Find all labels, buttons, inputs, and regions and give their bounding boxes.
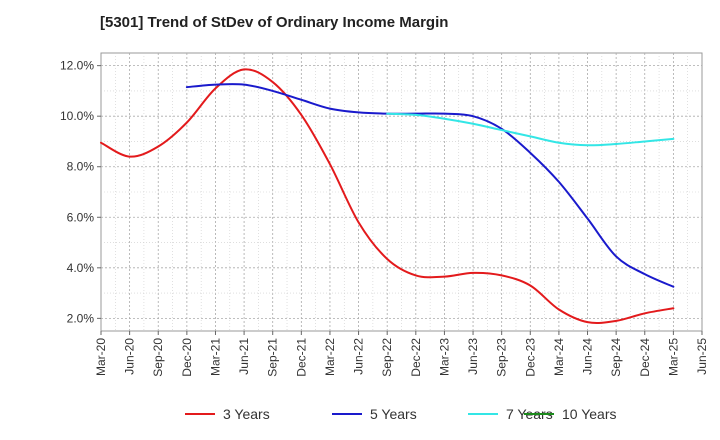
axes: 2.0% 4.0% 6.0% 8.0% 10.0% 12.0% Mar-20 Jun-20 Se… (60, 59, 709, 377)
legend: 3 Years 5 Years 7 Years 10 Years (185, 406, 617, 422)
legend-label-10-years: 10 Years (562, 406, 617, 422)
x-tick-label: Dec-20 (180, 338, 194, 377)
x-tick-label: Mar-20 (94, 338, 108, 376)
x-tick-label: Jun-24 (581, 338, 595, 375)
x-tick-label: Jun-25 (695, 338, 709, 375)
y-tick-label: 4.0% (67, 261, 95, 275)
x-tick-label: Dec-23 (523, 338, 537, 377)
x-tick-label: Sep-24 (609, 338, 623, 377)
series-line-3-years (100, 68, 675, 324)
x-tick-label: Sep-21 (266, 338, 280, 377)
x-tick-label: Mar-24 (552, 338, 566, 376)
x-tick-label: Jun-20 (123, 338, 137, 375)
y-tick-label: 10.0% (60, 109, 94, 123)
x-tick-label: Jun-23 (466, 338, 480, 375)
x-tick-label: Jun-21 (237, 338, 251, 375)
x-tick-label: Dec-21 (294, 338, 308, 377)
x-tick-label: Dec-22 (409, 338, 423, 377)
x-tick-label: Sep-20 (151, 338, 165, 377)
grid (100, 52, 703, 332)
y-tick-label: 6.0% (67, 210, 95, 224)
y-tick-label: 8.0% (67, 160, 95, 174)
series-line-7-years (386, 112, 675, 147)
y-tick-label: 2.0% (67, 311, 95, 325)
x-tick-label: Mar-25 (666, 338, 680, 376)
x-tick-label: Mar-21 (208, 338, 222, 376)
series-lines (100, 68, 675, 324)
x-tick-label: Sep-22 (380, 338, 394, 377)
x-tick-label: Mar-23 (437, 338, 451, 376)
legend-label-3-years: 3 Years (223, 406, 270, 422)
y-tick-label: 12.0% (60, 59, 94, 73)
x-tick-label: Dec-24 (638, 338, 652, 377)
chart-title: [5301] Trend of StDev of Ordinary Income… (100, 14, 449, 31)
x-tick-label: Jun-22 (352, 338, 366, 375)
x-tick-label: Sep-23 (495, 338, 509, 377)
series-line-5-years (185, 83, 675, 288)
legend-label-5-years: 5 Years (370, 406, 417, 422)
x-tick-label: Mar-22 (323, 338, 337, 376)
